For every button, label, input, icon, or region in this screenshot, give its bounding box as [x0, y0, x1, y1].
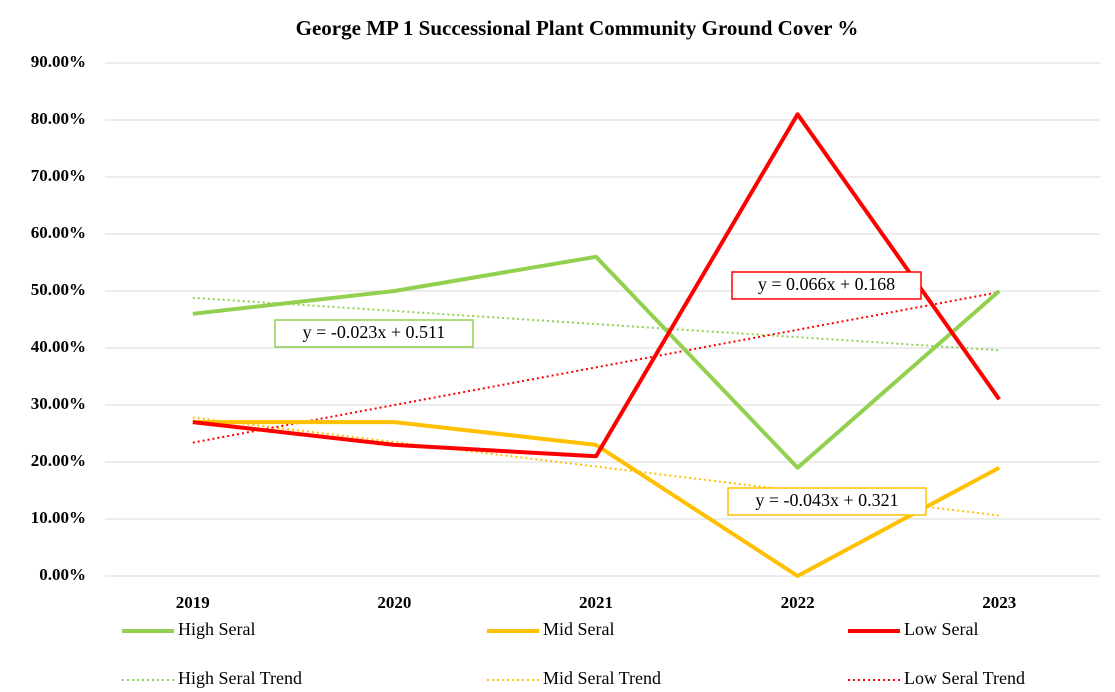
- annotation-box: [727, 487, 927, 516]
- y-tick-label: 50.00%: [31, 280, 86, 299]
- annotation: y = 0.066x + 0.168: [758, 274, 895, 294]
- legend-label: High Seral Trend: [178, 668, 302, 688]
- annotation-box: [274, 319, 474, 348]
- annotation: y = -0.023x + 0.511: [303, 322, 446, 342]
- x-tick-label: 2021: [579, 593, 613, 612]
- legend-label: Mid Seral Trend: [543, 668, 661, 688]
- series-line: [192, 254, 1001, 470]
- x-tick-label: 2023: [982, 593, 1016, 612]
- y-tick-label: 70.00%: [31, 166, 86, 185]
- series-line: [192, 420, 1001, 578]
- x-tick-label: 2020: [377, 593, 411, 612]
- annotation: y = -0.043x + 0.321: [755, 490, 898, 510]
- trend-line: [192, 291, 1000, 444]
- chart-title: George MP 1 Successional Plant Community…: [296, 16, 859, 40]
- legend-label: High Seral: [178, 619, 255, 639]
- annotation-box: [731, 271, 922, 300]
- legend-label: Low Seral: [904, 619, 978, 639]
- legend-label: Low Seral Trend: [904, 668, 1025, 688]
- x-tick-label: 2019: [176, 593, 210, 612]
- y-tick-label: 30.00%: [31, 394, 86, 413]
- y-tick-label: 0.00%: [39, 565, 86, 584]
- series-line: [192, 112, 1001, 459]
- y-tick-label: 10.00%: [31, 508, 86, 527]
- y-tick-label: 80.00%: [31, 109, 86, 128]
- legend-label: Mid Seral: [543, 619, 615, 639]
- y-tick-label: 20.00%: [31, 451, 86, 470]
- y-tick-label: 90.00%: [31, 52, 86, 71]
- y-tick-label: 40.00%: [31, 337, 86, 356]
- y-tick-label: 60.00%: [31, 223, 86, 242]
- x-tick-label: 2022: [781, 593, 815, 612]
